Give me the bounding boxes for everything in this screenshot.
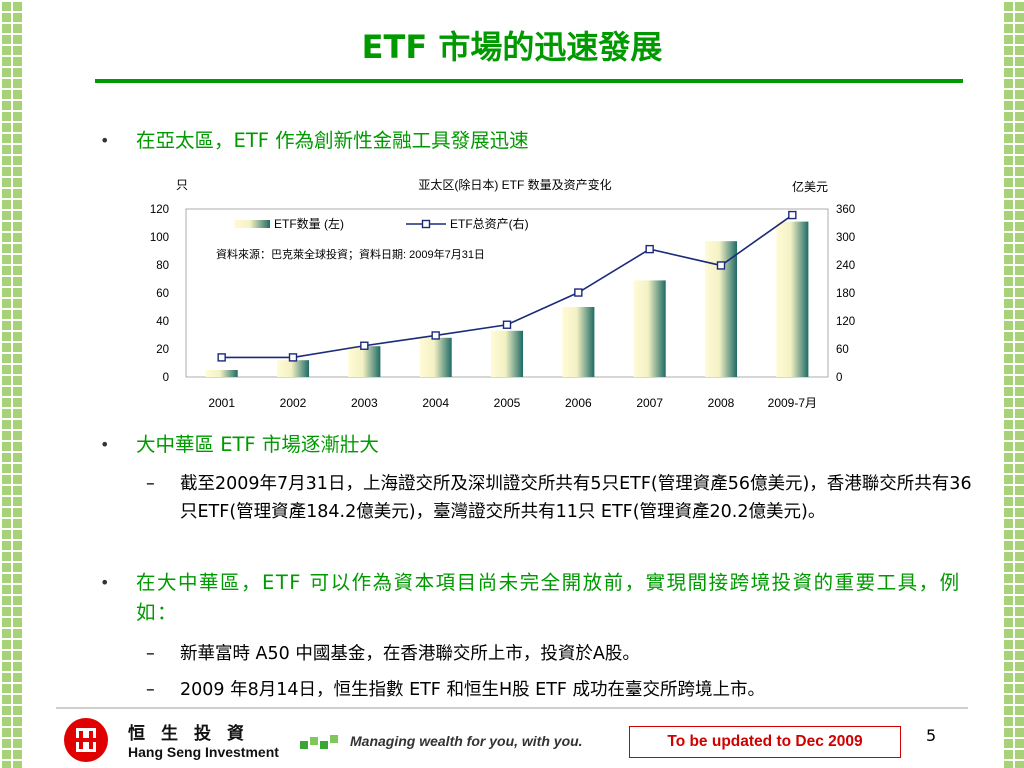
left-tick-label: 80 xyxy=(156,260,169,272)
bar xyxy=(276,360,310,377)
right-tick-label: 60 xyxy=(836,344,849,356)
bar xyxy=(562,307,595,377)
etf-chart: 亚太区(除日本) ETF 数量及资产变化 只 亿美元 0 20 40 60 80 100 120 0… xyxy=(150,177,855,410)
line-point xyxy=(502,320,512,329)
bullet-3-sub-1-text: 新華富時 A50 中國基金，在香港聯交所上市，投資於A股。 xyxy=(180,644,640,664)
logo-english-name: Hang Seng Investment xyxy=(128,744,279,760)
left-axis-unit: 只 xyxy=(176,178,188,192)
bar xyxy=(348,346,381,377)
hang-seng-logo-icon xyxy=(64,718,108,762)
x-tick-label: 2005 xyxy=(494,396,521,410)
right-tick-label: 360 xyxy=(836,204,855,216)
x-tick-label: 2007 xyxy=(636,396,663,410)
left-tick-label: 40 xyxy=(156,316,169,328)
bullet-dot: • xyxy=(100,131,110,150)
x-tick-label: 2004 xyxy=(422,396,449,410)
legend-line-label: ETF总资产(右) xyxy=(450,216,529,231)
bullet-2-text: 大中華區 ETF 市場逐漸壯大 xyxy=(136,433,379,456)
x-tick-label: 2001 xyxy=(208,396,235,410)
x-tick-label: 2003 xyxy=(351,396,378,410)
bullet-dot: • xyxy=(100,573,110,592)
legend-bar-swatch xyxy=(234,220,270,228)
right-tick-label: 0 xyxy=(836,372,842,384)
legend-bar-label: ETF数量 (左) xyxy=(274,216,344,231)
bullet-1-text: 在亞太區，ETF 作為創新性金融工具發展迅速 xyxy=(136,129,529,152)
left-tick-label: 120 xyxy=(150,204,169,216)
bullet-3-sub-2-text: 2009 年8月14日，恒生指數 ETF 和恒生H股 ETF 成功在臺交所跨境上… xyxy=(180,680,766,700)
right-grid-decoration xyxy=(1002,0,1024,768)
x-tick-label: 2008 xyxy=(708,396,735,410)
right-tick-label: 120 xyxy=(836,316,855,328)
line-point xyxy=(288,353,298,362)
green-squares-icon xyxy=(300,735,338,749)
footer-divider xyxy=(56,707,968,709)
bar xyxy=(419,337,452,377)
sub-dash: – xyxy=(146,644,155,664)
logo-chinese-name: 恒生投資 xyxy=(128,724,260,744)
right-tick-label: 300 xyxy=(836,232,855,244)
bar xyxy=(633,280,666,377)
left-tick-label: 0 xyxy=(163,372,169,384)
legend-line-marker xyxy=(421,219,431,229)
chart-source-note: 資料來源：巴克萊全球投資；資料日期: 2009年7月31日 xyxy=(216,247,485,261)
left-tick-label: 20 xyxy=(156,344,169,356)
line-point xyxy=(716,261,726,270)
line-point xyxy=(574,288,583,297)
bar xyxy=(776,221,809,377)
bullet-3-text: 在大中華區，ETF 可以作為資本項目尚未完全開放前，實現間接跨境投資的重要工具，… xyxy=(136,571,961,624)
page-number: 5 xyxy=(926,726,937,745)
left-tick-label: 100 xyxy=(150,232,169,244)
sub-dash: – xyxy=(146,680,155,700)
footer-tagline: Managing wealth for you, with you. xyxy=(350,733,583,749)
line-point xyxy=(217,353,226,362)
x-tick-label: 2002 xyxy=(280,396,307,410)
right-tick-label: 180 xyxy=(836,288,855,300)
bar xyxy=(205,370,238,377)
bullet-dot: • xyxy=(100,435,110,454)
line-point xyxy=(788,210,797,220)
sub-dash: – xyxy=(146,474,155,494)
line-point xyxy=(360,341,369,350)
x-tick-label: 2009-7月 xyxy=(768,396,817,410)
left-tick-label: 60 xyxy=(156,288,169,300)
right-axis-unit: 亿美元 xyxy=(792,179,828,194)
x-tick-label: 2006 xyxy=(565,396,592,410)
bullet-2-sub-1-text: 截至2009年7月31日，上海證交所及深圳證交所共有5只ETF(管理資產56億美… xyxy=(180,474,972,522)
left-grid-decoration xyxy=(0,0,22,768)
slide-title: ETF 市場的迅速發展 xyxy=(361,28,663,66)
line-point xyxy=(645,244,654,254)
right-tick-label: 240 xyxy=(836,260,855,272)
chart-title: 亚太区(除日本) ETF 数量及资产变化 xyxy=(418,177,611,192)
bar xyxy=(490,330,524,377)
update-note-box: To be updated to Dec 2009 xyxy=(629,726,901,758)
bullet-2-sub-1: – 截至2009年7月31日，上海證交所及深圳證交所共有5只ETF(管理資產56… xyxy=(146,470,986,556)
title-underline xyxy=(95,79,963,83)
line-point xyxy=(431,331,440,340)
